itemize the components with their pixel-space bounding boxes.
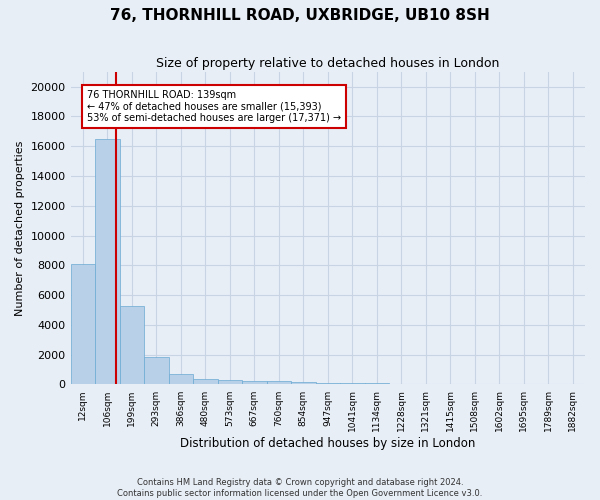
Bar <box>144 357 169 384</box>
Bar <box>340 383 365 384</box>
Bar <box>119 306 144 384</box>
Bar <box>242 381 266 384</box>
Bar <box>266 382 291 384</box>
Title: Size of property relative to detached houses in London: Size of property relative to detached ho… <box>156 58 499 70</box>
Text: 76 THORNHILL ROAD: 139sqm
← 47% of detached houses are smaller (15,393)
53% of s: 76 THORNHILL ROAD: 139sqm ← 47% of detac… <box>87 90 341 122</box>
Bar <box>291 382 316 384</box>
Bar <box>316 382 340 384</box>
Bar <box>71 264 95 384</box>
Bar <box>193 379 218 384</box>
X-axis label: Distribution of detached houses by size in London: Distribution of detached houses by size … <box>180 437 475 450</box>
Bar <box>218 380 242 384</box>
Y-axis label: Number of detached properties: Number of detached properties <box>15 140 25 316</box>
Text: 76, THORNHILL ROAD, UXBRIDGE, UB10 8SH: 76, THORNHILL ROAD, UXBRIDGE, UB10 8SH <box>110 8 490 22</box>
Bar <box>95 138 119 384</box>
Text: Contains HM Land Registry data © Crown copyright and database right 2024.
Contai: Contains HM Land Registry data © Crown c… <box>118 478 482 498</box>
Bar <box>169 374 193 384</box>
